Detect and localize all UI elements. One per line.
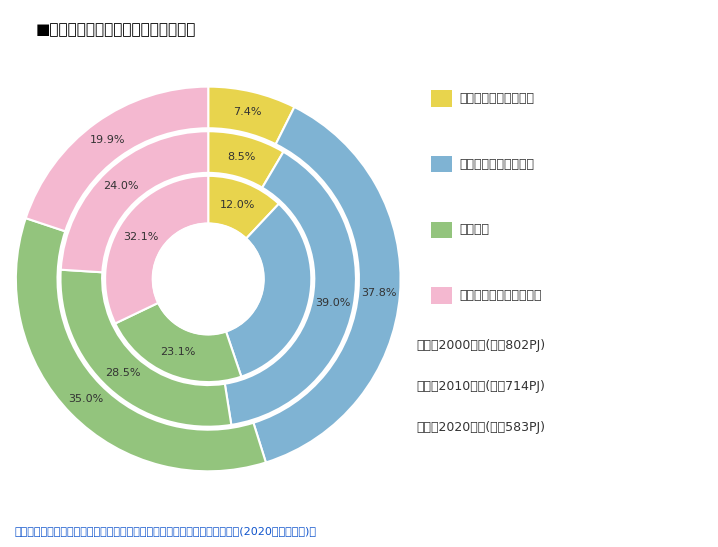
Text: 業務部門（ビルなど）: 業務部門（ビルなど）: [460, 158, 534, 171]
Text: 19.9%: 19.9%: [90, 135, 126, 145]
Wedge shape: [61, 131, 208, 272]
Wedge shape: [225, 152, 356, 425]
Wedge shape: [208, 131, 284, 188]
Wedge shape: [253, 107, 401, 462]
Text: 出典：東京都「都におけるエネルギー消費及び温室効果ガス排出量総合調査(2020年度速報値)」: 出典：東京都「都におけるエネルギー消費及び温室効果ガス排出量総合調査(2020年…: [14, 526, 317, 536]
Text: 32.1%: 32.1%: [123, 232, 159, 242]
Text: 24.0%: 24.0%: [103, 182, 139, 191]
Wedge shape: [60, 270, 231, 427]
Text: 28.5%: 28.5%: [105, 368, 141, 378]
Text: 8.5%: 8.5%: [228, 152, 256, 161]
Text: ■都内エネルギー消費量部門別構成比: ■都内エネルギー消費量部門別構成比: [36, 22, 196, 37]
Text: 23.1%: 23.1%: [159, 347, 195, 357]
Wedge shape: [105, 176, 208, 323]
Wedge shape: [226, 204, 312, 377]
Wedge shape: [208, 86, 294, 144]
Text: 37.8%: 37.8%: [361, 288, 397, 298]
Text: 家庭部門: 家庭部門: [460, 223, 490, 236]
Text: 運輸部門（自動車など）: 運輸部門（自動車など）: [460, 289, 542, 302]
Text: 12.0%: 12.0%: [220, 200, 255, 210]
Text: 外円：2020年度(合計583PJ): 外円：2020年度(合計583PJ): [416, 421, 546, 434]
Wedge shape: [26, 86, 208, 231]
Wedge shape: [16, 218, 266, 472]
Text: 35.0%: 35.0%: [68, 394, 103, 404]
Text: 中円：2010年度(合計714PJ): 中円：2010年度(合計714PJ): [416, 380, 545, 393]
Wedge shape: [115, 303, 241, 382]
Text: 39.0%: 39.0%: [315, 298, 350, 308]
Wedge shape: [208, 176, 279, 238]
Text: 7.4%: 7.4%: [233, 107, 262, 117]
Circle shape: [153, 223, 264, 335]
Text: 内円：2000年度(合計802PJ): 内円：2000年度(合計802PJ): [416, 339, 546, 352]
Text: 産業部門（工場など）: 産業部門（工場など）: [460, 92, 534, 105]
